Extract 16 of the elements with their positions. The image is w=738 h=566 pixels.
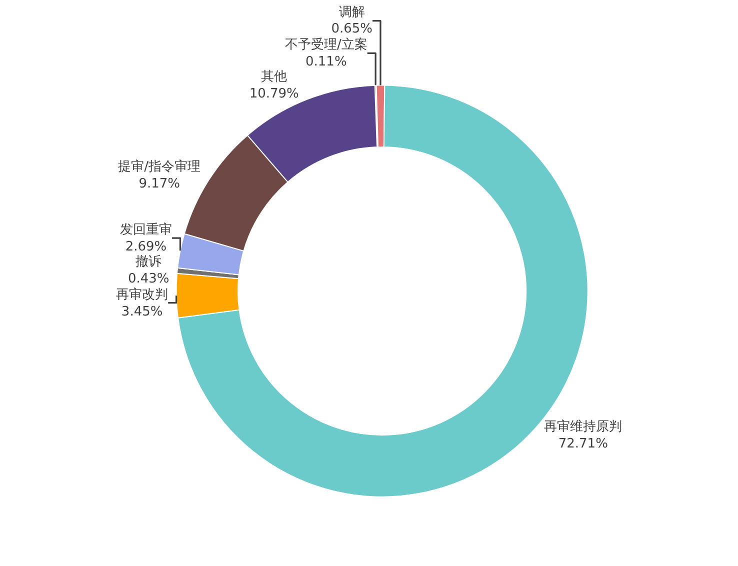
- slice-label: 其他: [261, 70, 288, 85]
- slice-label: 发回重审: [120, 222, 172, 238]
- data-label: 3.45%: [121, 304, 163, 320]
- data-label: 72.71%: [558, 436, 608, 452]
- slice-label: 再审维持原判: [544, 418, 622, 434]
- slice-label: 调解: [338, 4, 365, 20]
- slice-label: 不予受理/立案: [284, 36, 368, 53]
- slice-label: 提审/指令审理: [118, 158, 201, 175]
- data-label: 0.43%: [128, 271, 170, 286]
- slice-label: 再审改判: [116, 286, 168, 302]
- slice-label: 撤诉: [136, 254, 162, 270]
- data-label: 0.11%: [306, 54, 347, 70]
- data-label: 9.17%: [138, 176, 180, 192]
- data-label: 10.79%: [249, 86, 299, 102]
- data-label: 2.69%: [125, 240, 167, 255]
- data-label: 0.65%: [331, 22, 373, 37]
